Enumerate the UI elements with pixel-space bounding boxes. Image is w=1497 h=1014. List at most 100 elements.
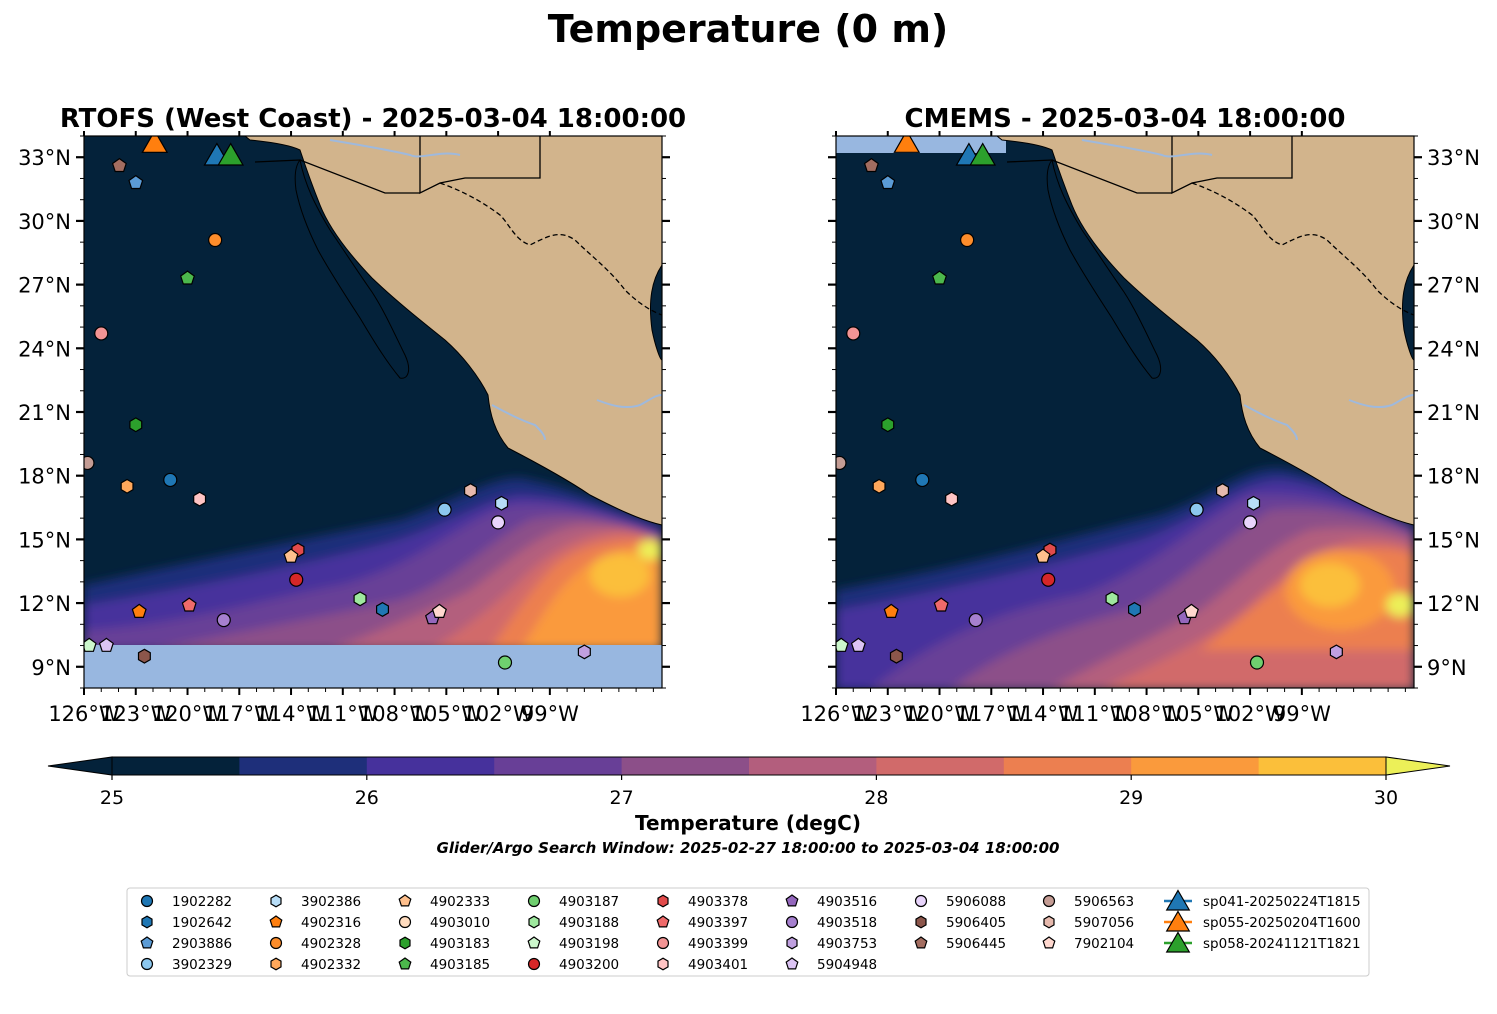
y-tick-label: 30°N [1427,210,1480,234]
colorbar: 25 26 27 28 29 30 Temperature (degC) Glider/A… [47,756,1451,857]
y-tick-label: 33°N [1427,146,1480,170]
argo-float-4903753 [577,644,591,660]
x-tick-label: 114°W [255,702,327,726]
x-tick-label: 114°W [1007,702,1079,726]
argo-float-4903397 [933,597,949,612]
colorbar-segment [366,757,495,775]
legend-argo-marker [398,957,412,970]
legend-label: 4903518 [817,915,877,931]
argo-float-4903185 [179,270,196,285]
argo-float-4903188 [353,591,367,607]
colorbar-over-extension [1385,756,1451,776]
legend-label: sp058-20241121T1821 [1203,936,1361,952]
argo-float-4903188 [1105,591,1119,607]
argo-float-1902282 [915,472,930,488]
legend-argo-marker [140,957,154,971]
argo-float-5906088 [490,515,506,530]
cmems-x-ticks: 126°W123°W120°W117°W114°W111°W108°W105°W… [800,131,1406,726]
figure-title: Temperature (0 m) [548,7,949,51]
temperature-field [836,468,1414,688]
argo-float-4903397 [181,597,197,612]
legend-argo-marker [527,894,541,908]
argo-float-3902329 [437,502,452,517]
colorbar-segment [749,757,877,775]
argo-float-1902282 [163,472,178,488]
legend-argo-marker [527,957,541,971]
colorbar-frame [111,756,1387,776]
glider-sp058-20241121T1821 [217,142,245,166]
rtofs-argo-markers [84,157,591,670]
legend-label: 4903516 [817,894,877,910]
legend-label: sp041-20250224T1815 [1203,894,1361,910]
legend-argo-marker [785,915,799,929]
legend-argo-marker [140,894,154,908]
argo-float-5906563 [84,455,95,471]
colorbar-segment [621,757,750,775]
legend-argo-marker [270,894,282,908]
legend-label: 4903200 [559,957,619,973]
rtofs-panel: RTOFS (West Coast) - 2025-03-04 18:00:00 [18,104,686,726]
land [996,136,1414,526]
x-tick-label: 108°W [1111,702,1183,726]
colorbar-segment [1258,757,1387,775]
legend-label: 4902332 [301,957,361,973]
argo-float-4903753 [1329,644,1343,660]
argo-float-5906445 [863,157,879,173]
glider-sp058-20241121T1821 [969,142,997,166]
colorbar-segment [1003,757,1132,775]
y-tick-label: 27°N [18,274,71,298]
y-tick-label: 12°N [1427,592,1480,616]
argo-float-4903518 [968,612,983,628]
colorbar-under-extension [47,756,113,776]
legend-label: 3902329 [172,957,232,973]
x-tick-label: 102°W [1214,702,1286,726]
colorbar-tick-label: 26 [355,787,379,809]
legend-argo-marker [914,894,928,908]
no-data-band [836,136,1006,153]
colorbar-segment [494,757,623,775]
argo-float-5907056 [1215,483,1230,499]
legend-argo-marker [656,915,670,928]
argo-float-4903187 [497,655,513,670]
legend-label: 4902316 [301,915,361,931]
argo-float-5904948 [850,637,866,652]
y-tick-label: 9°N [1427,656,1467,680]
legend-argo-marker [270,957,282,971]
argo-float-5907056 [464,483,477,499]
land [244,136,662,526]
y-tick-label: 9°N [31,656,71,680]
no-data-band [84,645,662,688]
argo-float-3902386 [1246,495,1261,511]
legend-argo-marker [657,957,669,971]
legend-argo-marker [269,915,283,928]
rtofs-y-ticks: 9°N 12°N 15°N 18°N 21°N 24°N 27°N 30°N 33°N [18,135,670,689]
legend-label: 4903753 [817,936,877,952]
legend-label: 7902104 [1074,936,1134,952]
argo-float-2903886 [880,174,896,190]
rivers [329,139,662,441]
x-tick-label: 108°W [359,702,431,726]
legend-label: 4903399 [688,936,748,952]
argo-float-4903518 [216,612,231,628]
argo-float-7902104 [1183,603,1199,619]
legend-label: 1902282 [172,894,232,910]
argo-float-4903200 [289,572,304,587]
argo-float-4902333 [283,548,299,563]
legend-label: 4903187 [559,894,619,910]
legend-label: 4903010 [430,915,490,931]
argo-float-4902333 [1035,548,1051,563]
argo-float-4902316 [883,603,899,619]
rtofs-x-ticks: 126°W123°W120°W117°W114°W111°W108°W105°W… [48,131,654,726]
argo-float-5906088 [1242,515,1258,530]
legend-label: 4903397 [688,915,748,931]
legend-argo-marker [399,936,411,950]
argo-float-4903399 [846,326,861,341]
rtofs-panel-title: RTOFS (West Coast) - 2025-03-04 18:00:00 [60,104,686,134]
legend-argo-marker [398,894,412,907]
argo-float-1902642 [1127,601,1142,617]
x-tick-label: 117°W [204,702,276,726]
argo-float-4903198 [836,637,849,652]
x-tick-label: 111°W [1059,702,1131,726]
legend-label: 4903198 [559,936,619,952]
